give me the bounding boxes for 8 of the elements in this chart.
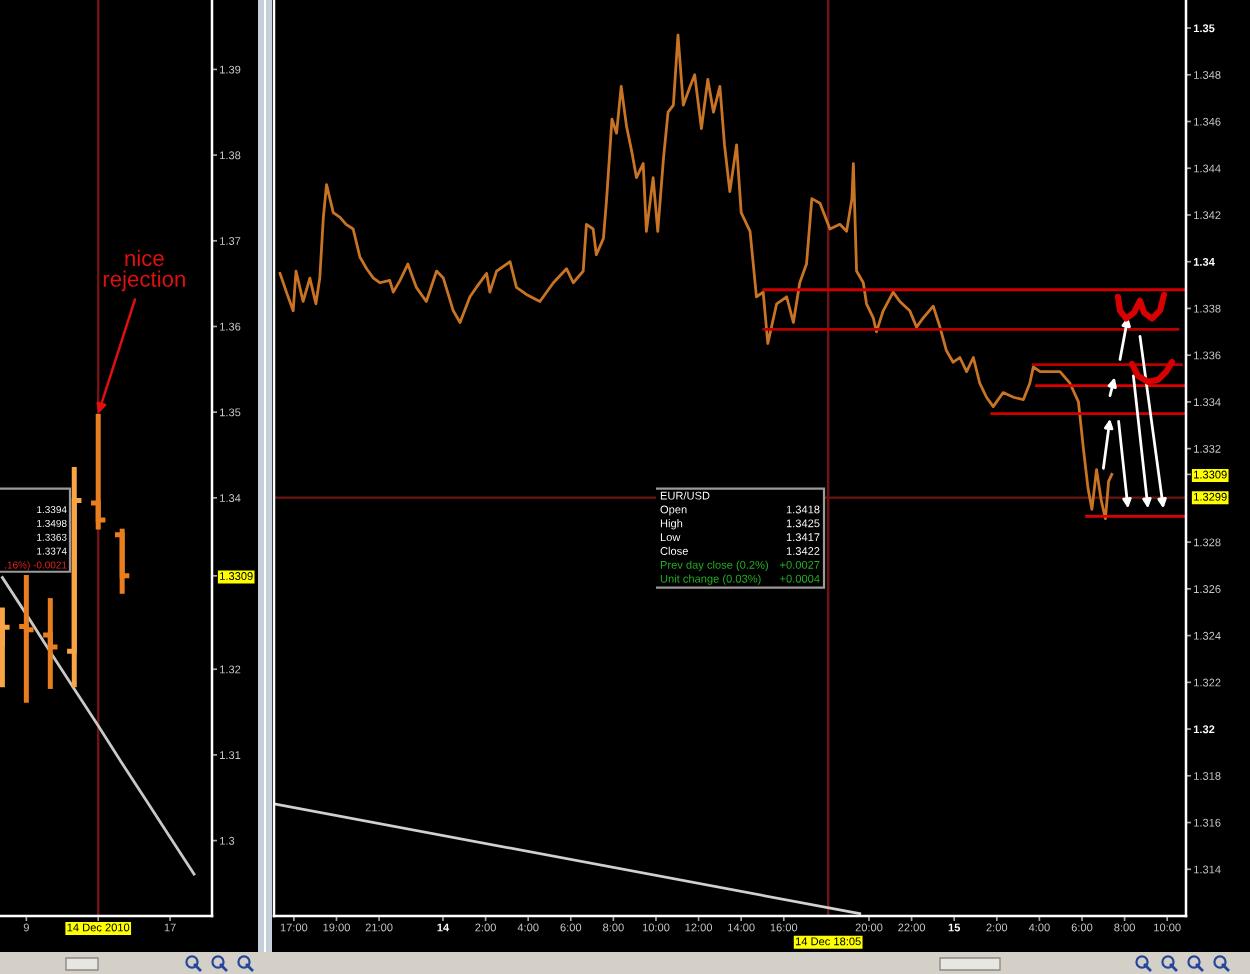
candlestick xyxy=(16,572,37,706)
candlestick xyxy=(112,526,132,597)
line-series xyxy=(1,576,196,876)
line-series xyxy=(278,33,1114,521)
candlestick xyxy=(88,411,108,533)
candlestick xyxy=(64,464,84,690)
annotation: nice rejection xyxy=(103,249,185,292)
candlestick xyxy=(40,595,60,692)
